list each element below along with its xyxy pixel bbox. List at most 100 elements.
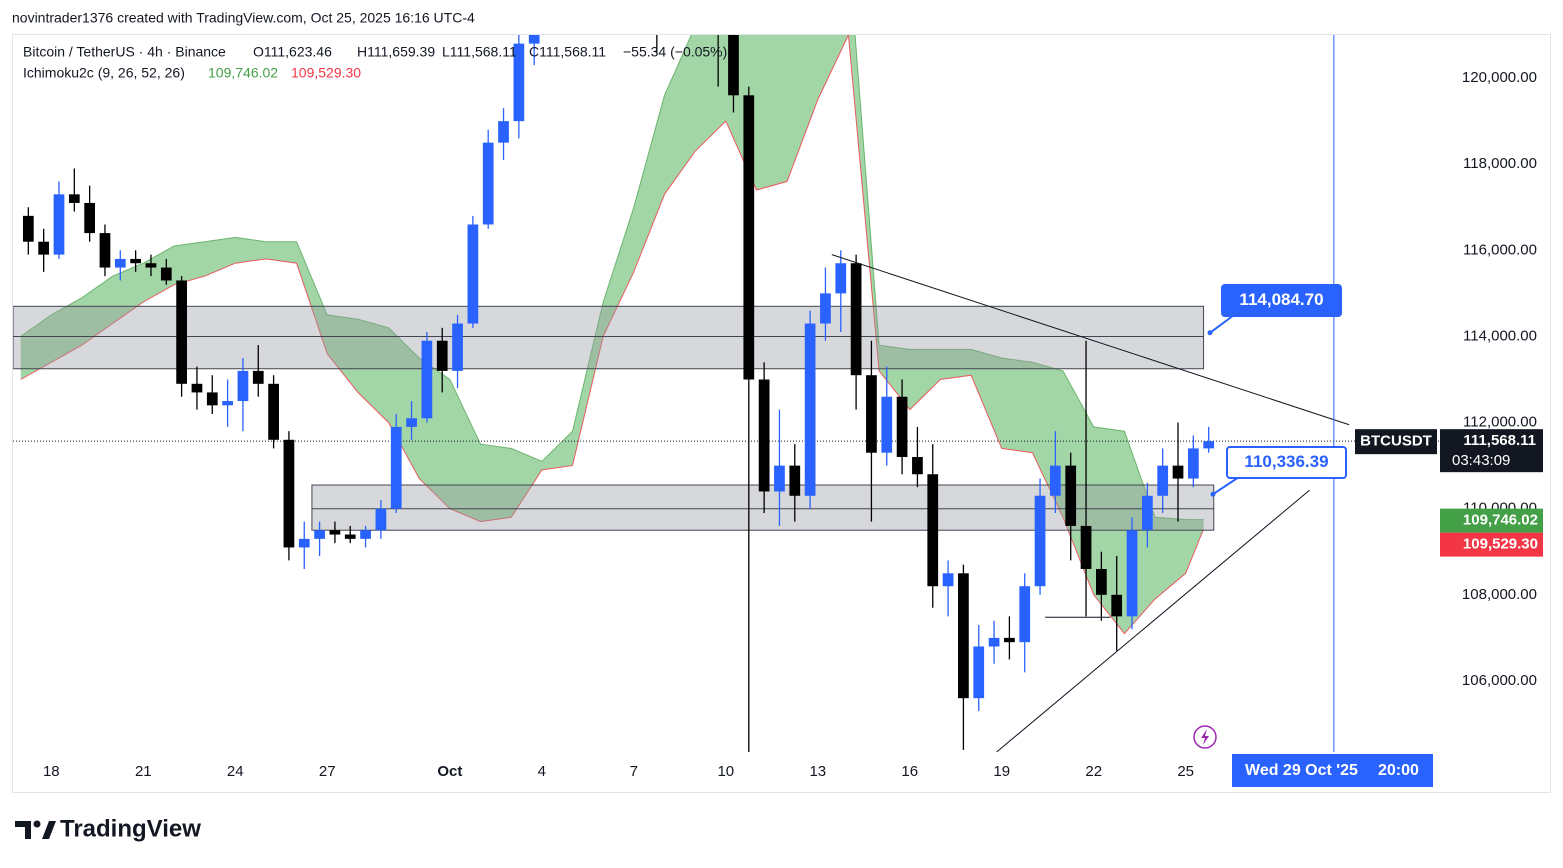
y-tick-label: 106,000.00 [1462,672,1537,689]
candle-body [99,233,111,268]
candle-body [1187,448,1199,479]
candle-body [283,439,295,548]
candle-body [375,508,387,531]
callout-label: 114,084.70 [1239,290,1323,309]
candle-body [1111,594,1123,617]
time-marker-label: Wed 29 Oct '25 [1245,762,1358,779]
countdown-label: 03:43:09 [1452,452,1510,469]
candle-body [1157,465,1169,496]
ohlc-value: O111,623.46 [253,44,332,60]
zone [311,484,1215,531]
candle-body [697,0,708,9]
trendline [831,254,1350,426]
candle-body [1126,530,1138,617]
callout-anchor [1210,491,1216,497]
candle-body [206,392,218,406]
candle-body [942,573,954,587]
candle-body [390,426,402,509]
callout-box [1221,284,1342,317]
trendline [996,489,1310,752]
candle-body [237,370,249,402]
candle-body [774,465,785,492]
candle-body [789,465,801,496]
candle-body [298,538,310,548]
candle-body [1141,495,1153,531]
candle-body [498,121,509,143]
candle-body [84,202,96,234]
candle-body [1080,525,1092,569]
y-tick-label: 120,000.00 [1462,69,1537,86]
x-tick-label: 19 [993,763,1010,780]
y-tick-label: 116,000.00 [1463,241,1537,258]
indicator-name: Ichimoku2c (9, 26, 52, 26) [23,65,185,81]
x-tick-label: 22 [1085,763,1102,780]
x-tick-label: 27 [319,763,336,780]
x-tick-label: 18 [43,763,60,780]
callout-label: 110,336.39 [1244,452,1328,471]
callout-pointer [1212,476,1240,496]
x-tick-label: 4 [538,763,546,780]
span-b-badge [1440,532,1543,557]
span-a-line [20,35,1204,521]
callout-anchor [1207,330,1213,336]
candle-body [191,383,203,393]
span-b-legend: 109,529.30 [291,65,361,81]
candle-body [1096,568,1107,595]
candle-body [896,396,908,458]
candle-body [176,280,187,384]
symbol-badge-label: BTCUSDT [1360,433,1432,450]
candle-body [22,215,34,242]
candle-body [406,418,417,427]
span-b-line [20,35,1205,635]
candle-body [1203,441,1215,449]
candle-body [713,9,724,22]
zone [13,305,1205,370]
y-tick-label: 112,000.00 [1463,414,1537,431]
time-marker-badge [1232,754,1433,787]
logo [15,820,56,839]
candle-body [360,530,371,539]
candle-body [467,224,479,324]
ohlc-value: C111,568.11 [529,44,606,60]
y-tick-label: 118,000.00 [1463,155,1537,172]
candle-body [252,370,264,384]
candle-body [728,35,739,96]
callout-box [1226,446,1347,479]
ohlc-value: −55.34 (−0.05%) [623,44,727,60]
candle-body [145,263,157,268]
x-tick-label: 16 [901,763,918,780]
x-tick-label: 7 [630,763,638,780]
x-tick-label: 21 [135,763,152,780]
plot-area [13,0,1445,752]
span-b-badge-label: 109,529.30 [1463,536,1538,553]
candle-body [835,263,847,294]
candle-body [1065,465,1077,526]
candle-body [421,340,433,419]
symbol-badge [1355,429,1437,455]
candle-body [866,375,877,453]
candle-body [482,142,494,225]
x-tick-label: 10 [717,763,734,780]
time-marker-time: 20:00 [1378,762,1419,779]
footer-brand: TradingView [60,815,201,842]
span-a-legend: 109,746.02 [208,65,278,81]
ohlc-value: H111,659.39 [357,44,435,60]
candle-body [850,263,862,376]
candle-body [160,267,172,281]
candle-body [667,0,678,22]
candle-body [130,258,141,264]
candle-body [988,637,1000,647]
x-tick-label: Oct [437,763,462,780]
candle-body [53,194,65,255]
candle-body [452,323,463,371]
candle-body [329,530,341,535]
y-tick-label: 114,000.00 [1463,327,1537,344]
candle-body [38,241,50,255]
symbol-legend: Bitcoin / TetherUS · 4h · Binance [23,44,226,60]
last-price-label: 111,568.11 [1463,432,1536,449]
last-price-badge [1440,429,1543,473]
candle-body [881,396,893,453]
alert-icon-bolt [1201,729,1209,745]
